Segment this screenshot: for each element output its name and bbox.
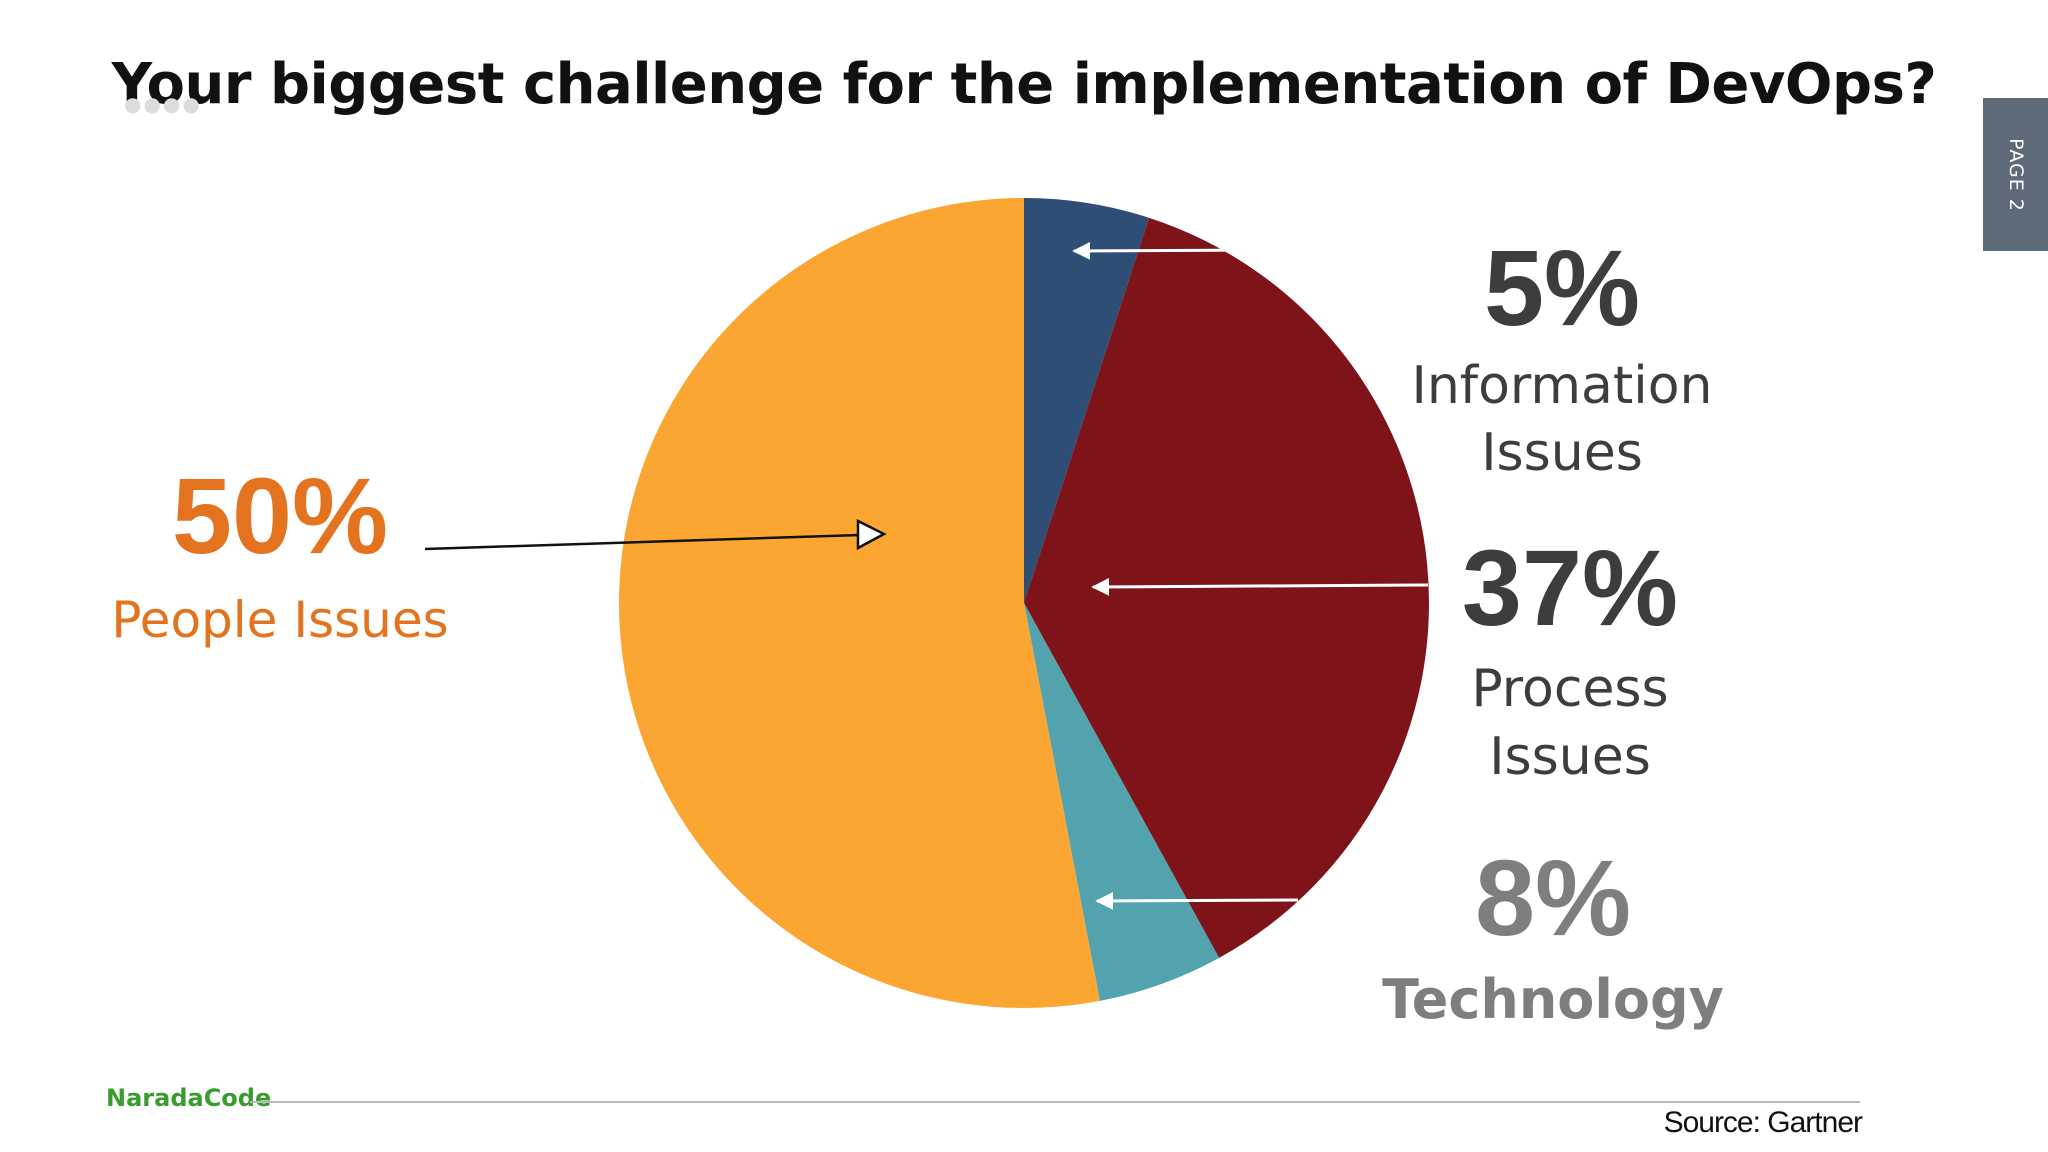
slice-label-technology: Technology [1382, 968, 1724, 1031]
slice-value-technology: 8% [1475, 837, 1631, 958]
brand-logo-text: NaradaCode [106, 1084, 272, 1112]
arrow-process [1091, 577, 1429, 596]
title-decoration-dots: ●●●● [124, 92, 202, 116]
slice-label-people: People Issues [111, 591, 448, 649]
slice-value-process: 37% [1462, 527, 1678, 648]
pie-slice-process [1024, 217, 1429, 958]
arrow-people-head [856, 518, 887, 551]
chart-title: Your biggest challenge for the implement… [111, 52, 1937, 117]
slice-label-process-line1: Process [1471, 659, 1668, 719]
slice-value-information: 5% [1484, 227, 1640, 348]
pie-slice-information [1024, 198, 1150, 603]
source-note: Source: Gartner [1663, 1106, 1863, 1139]
page-tab[interactable]: PAGE 2 [1983, 98, 2048, 251]
slice-label-information-line1: Information [1411, 356, 1712, 416]
slice-label-information-line2: Issues [1481, 423, 1643, 483]
arrow-people [424, 533, 861, 551]
arrow-technology [1095, 891, 1299, 910]
pie-slice-people [619, 198, 1100, 1008]
arrow-information [1072, 241, 1279, 260]
pie-slices [619, 198, 1429, 1008]
slice-label-process-line2: Issues [1489, 727, 1651, 787]
slice-value-people: 50% [172, 455, 388, 576]
footer-divider [250, 1101, 1860, 1103]
